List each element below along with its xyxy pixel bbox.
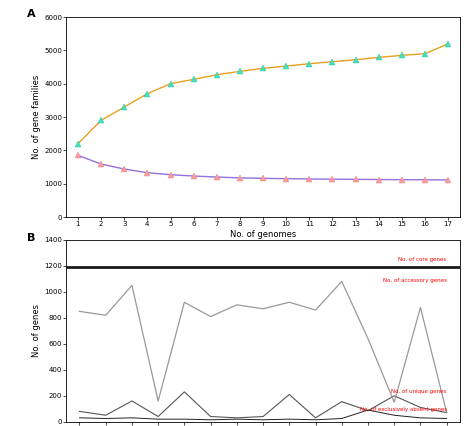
Legend: Pan genome, Core genome, Total gene families, Core gene families: Pan genome, Core genome, Total gene fami… [258, 276, 332, 303]
Text: No. of unique genes: No. of unique genes [392, 389, 447, 394]
Text: B: B [27, 233, 36, 243]
Text: A: A [27, 9, 36, 19]
Y-axis label: No. of genes: No. of genes [32, 304, 41, 357]
X-axis label: No. of genomes: No. of genomes [230, 230, 296, 239]
Text: No. of accessory genes: No. of accessory genes [383, 278, 447, 282]
Y-axis label: No. of gene families: No. of gene families [32, 75, 41, 159]
Text: No. of exclusively absent genes: No. of exclusively absent genes [360, 407, 447, 412]
Text: No. of core genes: No. of core genes [399, 257, 447, 262]
